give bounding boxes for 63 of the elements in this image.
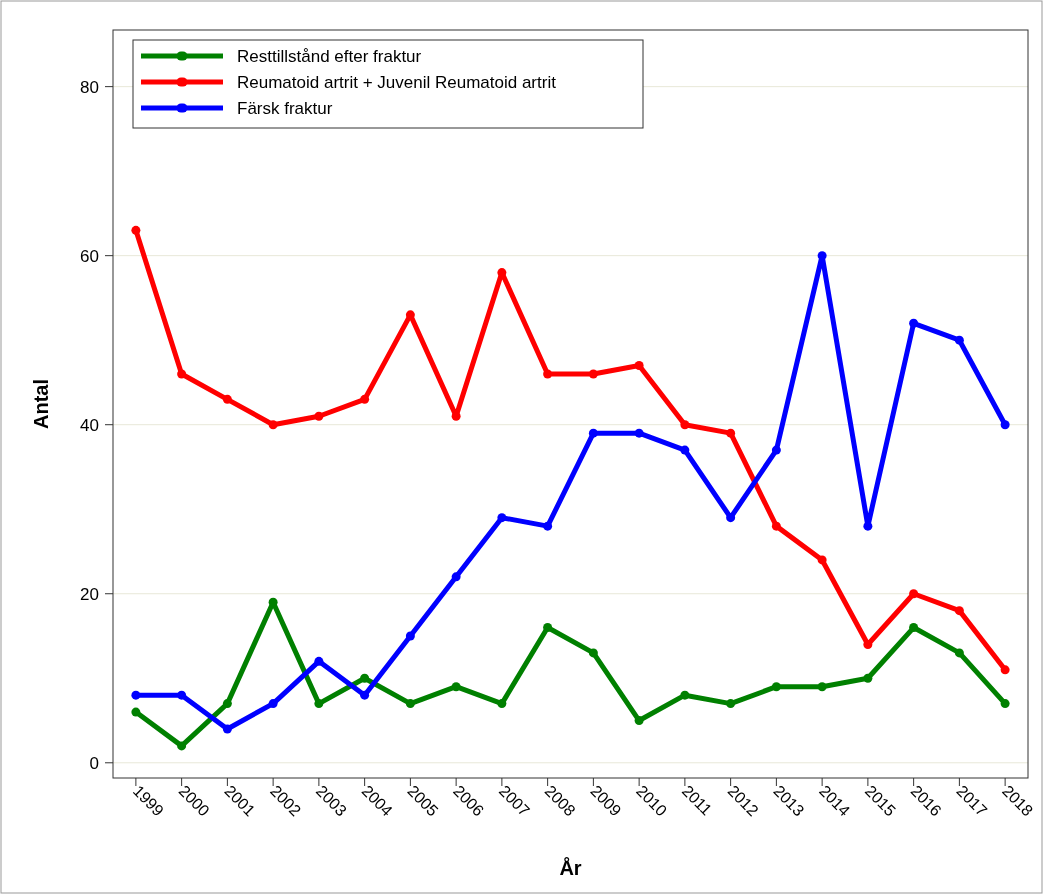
point [954,606,964,616]
legend-label: Resttillstånd efter fraktur [237,46,422,66]
point [726,428,736,438]
point [543,369,553,379]
point [909,589,919,599]
y-axis-title: Antal [30,379,52,429]
point [451,682,461,692]
point [177,369,187,379]
point [360,673,370,683]
point [909,318,919,328]
point [771,445,781,455]
point [817,555,827,565]
point [726,699,736,709]
point [451,572,461,582]
point [405,699,415,709]
point [771,521,781,531]
point [771,682,781,692]
point [680,420,690,430]
point [954,648,964,658]
y-tick-label: 60 [80,246,99,266]
point [634,428,644,438]
point [909,623,919,633]
y-tick-label: 0 [89,753,99,773]
point [543,623,553,633]
point [314,656,324,666]
point [1000,420,1010,430]
point [817,682,827,692]
point [588,648,598,658]
point [405,631,415,641]
point [177,741,187,751]
point [863,673,873,683]
point [222,724,232,734]
y-tick-label: 40 [80,415,99,435]
point [497,699,507,709]
point [863,521,873,531]
point [314,699,324,709]
y-tick-label: 20 [80,584,99,604]
point [1000,699,1010,709]
legend-label: Reumatoid artrit + Juvenil Reumatoid artrit [237,72,557,92]
point [131,707,141,717]
point [680,690,690,700]
point [268,420,278,430]
legend-label: Färsk fraktur [237,98,333,118]
x-axis-title: År [559,856,582,879]
point [360,394,370,404]
point [954,335,964,345]
point [177,690,187,700]
point [543,521,553,531]
point [131,225,141,235]
point [222,394,232,404]
point [588,428,598,438]
point [314,411,324,421]
y-tick-label: 80 [80,77,99,97]
point [268,699,278,709]
point [131,690,141,700]
point [634,716,644,726]
point [634,361,644,371]
point [222,699,232,709]
point [680,445,690,455]
point [497,513,507,523]
point [360,690,370,700]
point [588,369,598,379]
point [1000,665,1010,675]
